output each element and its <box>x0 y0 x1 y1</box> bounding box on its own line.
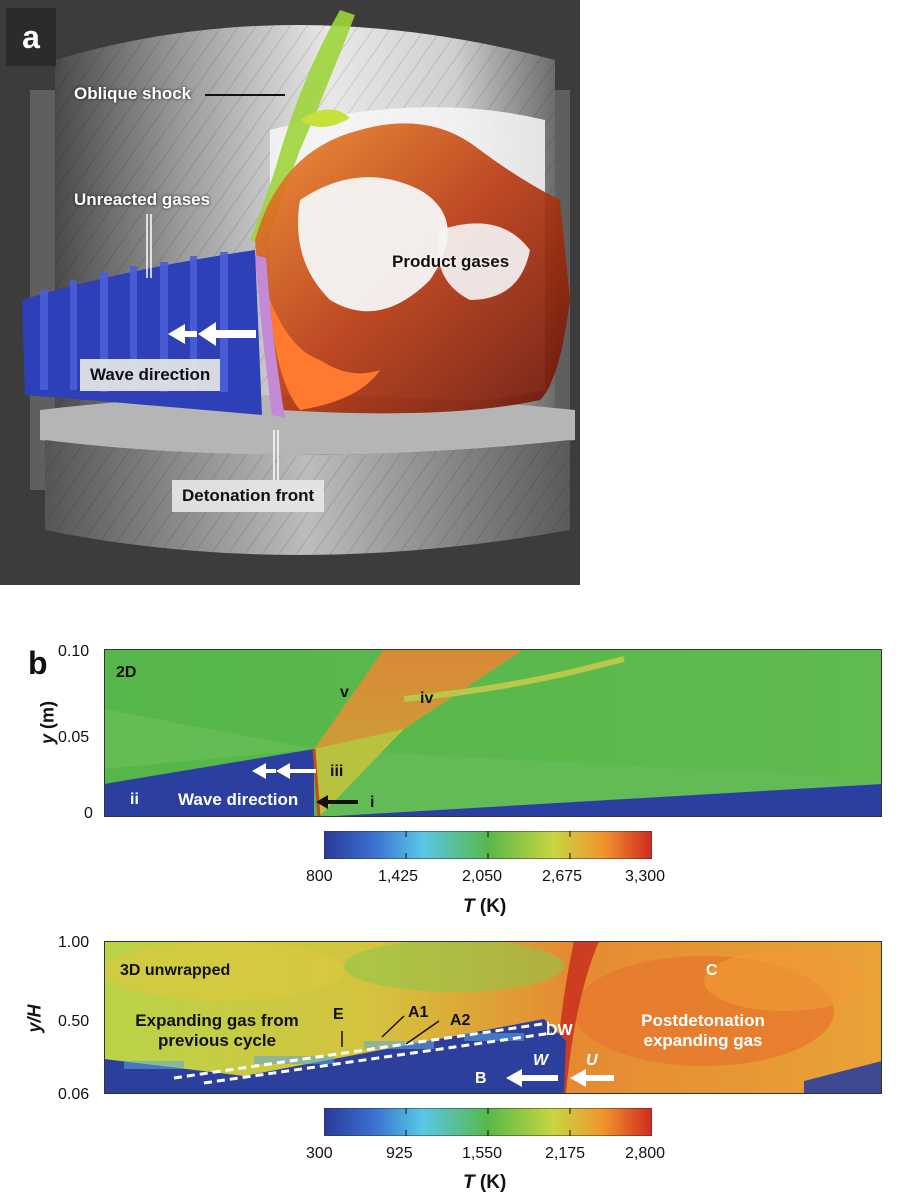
top-plot-ylabel: y (m) <box>37 700 58 745</box>
top-plot-title: 2D <box>116 664 137 681</box>
bottom-cbar-label: T (K) <box>463 1172 507 1193</box>
bottom-colorbar <box>324 1108 652 1136</box>
top-cbar-tick-2050: 2,050 <box>462 868 503 885</box>
label-A1: A1 <box>408 1004 429 1021</box>
top-ytick-0.05: 0.05 <box>58 729 90 746</box>
product-gases-label: Product gases <box>392 252 510 271</box>
label-E: E <box>333 1006 344 1023</box>
top-ytick-0.10: 0.10 <box>58 643 90 660</box>
bottom-ytick-1.00: 1.00 <box>58 934 90 951</box>
bottom-cbar-tick-2175: 2,175 <box>545 1145 586 1162</box>
label-DW: DW <box>546 1022 573 1039</box>
oblique-shock-label: Oblique shock <box>74 84 192 103</box>
bottom-ytick-0.50: 0.50 <box>58 1013 90 1030</box>
label-v: v <box>340 684 349 701</box>
bottom-cbar-tick-2800: 2,800 <box>625 1145 666 1162</box>
top-plot-2d <box>104 649 882 817</box>
label-A2: A2 <box>450 1012 471 1029</box>
bottom-ytick-0.06: 0.06 <box>58 1086 90 1103</box>
panel-b-letter: b <box>28 645 48 681</box>
expanding-gas-label: Expanding gas from previous cycle <box>135 1011 299 1050</box>
top-cbar-tick-2675: 2,675 <box>542 868 583 885</box>
top-colorbar <box>324 831 652 859</box>
label-i: i <box>370 794 375 811</box>
panel-a-letter: a <box>6 8 56 66</box>
wave-direction-label: Wave direction <box>80 359 221 391</box>
postdetonation-label: Postdetonation expanding gas <box>641 1011 765 1050</box>
bottom-plot-title: 3D unwrapped <box>120 962 231 979</box>
top-wave-direction-label: Wave direction <box>178 790 299 809</box>
top-cbar-tick-800: 800 <box>306 868 333 885</box>
top-cbar-tick-1425: 1,425 <box>378 868 419 885</box>
top-ytick-0: 0 <box>84 805 93 822</box>
label-ii: ii <box>130 791 139 808</box>
bottom-plot-3d <box>104 941 882 1094</box>
unreacted-gases-label: Unreacted gases <box>74 190 211 209</box>
label-U: U <box>586 1052 598 1069</box>
top-cbar-tick-3300: 3,300 <box>625 868 666 885</box>
bottom-cbar-tick-925: 925 <box>386 1145 413 1162</box>
bottom-plot-ylabel: y/H <box>24 1004 45 1033</box>
label-iii: iii <box>330 763 344 780</box>
panel-a-figure: a Oblique shock Unreacted gases Product … <box>0 0 580 585</box>
label-B: B <box>475 1070 487 1087</box>
detonation-front-label: Detonation front <box>172 480 325 512</box>
bottom-cbar-tick-1550: 1,550 <box>462 1145 503 1162</box>
label-C: C <box>706 962 718 979</box>
top-cbar-label: T (K) <box>463 896 507 917</box>
label-W: W <box>533 1052 549 1069</box>
bottom-cbar-tick-300: 300 <box>306 1145 333 1162</box>
label-iv: iv <box>420 690 434 707</box>
